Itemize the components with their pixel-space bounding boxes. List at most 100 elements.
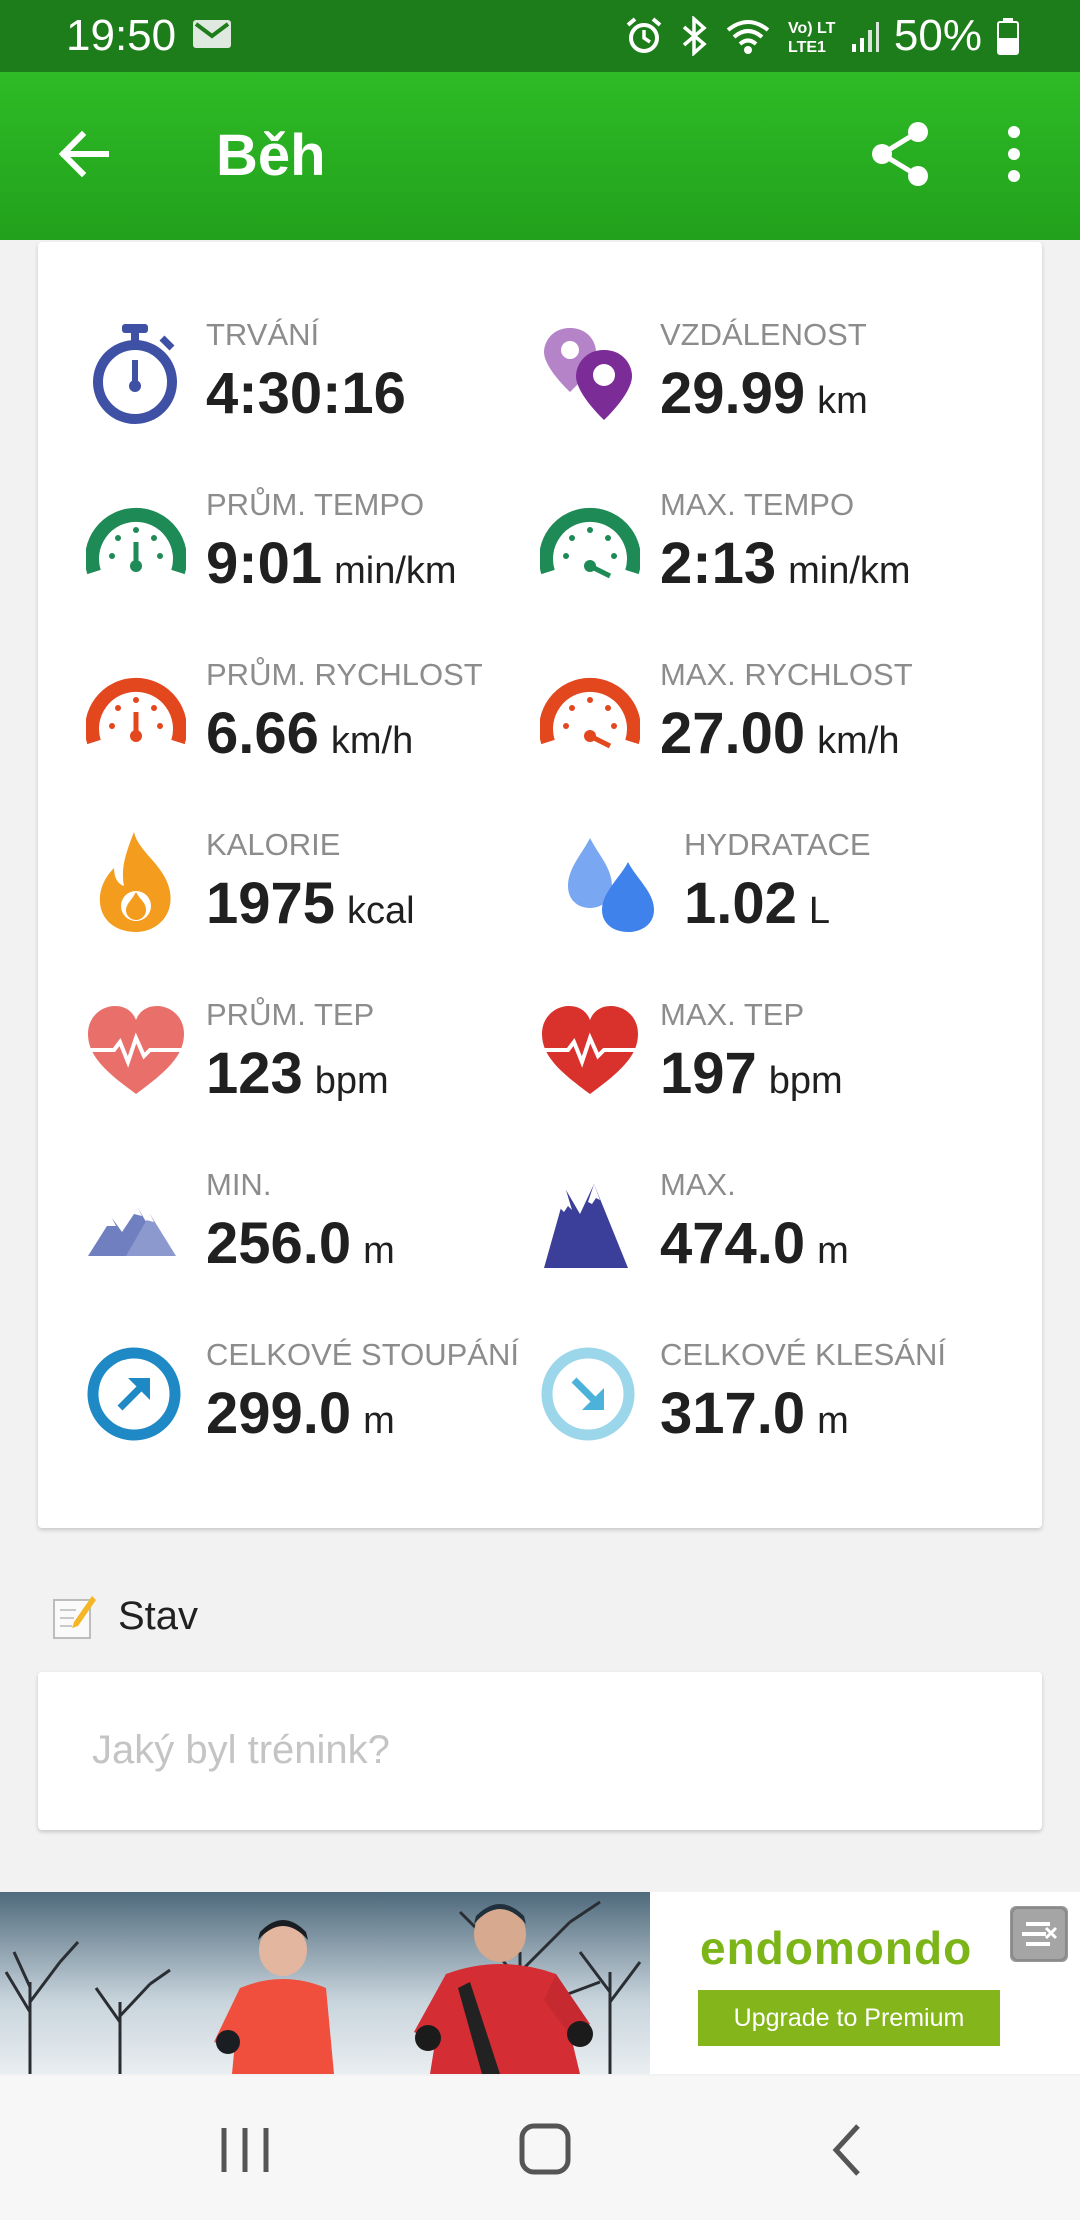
more-vert-icon[interactable]: [994, 118, 1034, 190]
stat-value: 317.0: [660, 1381, 806, 1446]
wifi-icon: [726, 20, 770, 54]
stat-value-row: 317.0 m: [660, 1378, 849, 1457]
stat-value-row: 1975 kcal: [206, 868, 415, 947]
status-time: 19:50: [66, 11, 177, 60]
stat-min-altitude: MIN. 256.0 m: [86, 1166, 556, 1286]
stat-label: MIN.: [206, 1167, 272, 1202]
stat-label: MAX.: [660, 1167, 736, 1202]
stat-avg-speed: PRŮM. RYCHLOST 6.66 km/h: [86, 656, 556, 776]
status-icons: Vo) LTE1 LTE1 50%: [624, 8, 1020, 64]
recent-apps-icon[interactable]: [210, 2118, 280, 2182]
stat-unit: m: [363, 1230, 395, 1272]
stat-avg-pace: PRŮM. TEMPO 9:01 min/km: [86, 486, 556, 606]
upgrade-button[interactable]: Upgrade to Premium: [698, 1990, 1000, 2046]
stat-duration: TRVÁNÍ 4:30:16: [86, 316, 556, 436]
svg-text:LTE1: LTE1: [788, 39, 826, 56]
status-input[interactable]: [62, 1694, 1018, 1806]
home-icon[interactable]: [510, 2118, 580, 2182]
gauge-pace-icon: [86, 507, 186, 575]
flame-icon: [99, 832, 171, 932]
stat-value-row: 197 bpm: [660, 1038, 843, 1117]
stat-label: CELKOVÉ KLESÁNÍ: [660, 1337, 947, 1372]
stat-label: MAX. RYCHLOST: [660, 657, 913, 692]
mountain-high-icon: [544, 1184, 628, 1268]
stat-value: 2:13: [660, 531, 777, 596]
status-bar: 19:50 Vo) LTE1 LTE1: [0, 0, 1080, 72]
heart-rate-max-icon: [542, 1006, 638, 1094]
stat-value-row: 299.0 m: [206, 1378, 395, 1457]
heart-rate-icon: [88, 1006, 184, 1094]
ad-info-icon[interactable]: [1010, 1906, 1068, 1962]
back-arrow-icon[interactable]: [52, 122, 116, 186]
status-title: Stav: [118, 1593, 199, 1638]
location-pins-icon: [544, 328, 632, 420]
svg-text:Vo) LTE1: Vo) LTE1: [788, 20, 836, 37]
stat-unit: km: [817, 380, 868, 422]
status-header: Stav: [52, 1588, 198, 1644]
stat-unit: m: [817, 1400, 849, 1442]
share-icon[interactable]: [864, 118, 936, 190]
stat-value: 197: [660, 1041, 757, 1106]
alarm-icon: [626, 17, 662, 53]
stat-value: 29.99: [660, 361, 806, 426]
ad-banner[interactable]: endomondo Upgrade to Premium: [0, 1892, 1080, 2074]
stat-value: 1975: [206, 871, 336, 936]
stat-unit: min/km: [334, 550, 457, 592]
stat-label: VZDÁLENOST: [660, 317, 867, 352]
stat-max-speed: MAX. RYCHLOST 27.00 km/h: [540, 656, 1010, 776]
page-title: Běh: [216, 123, 326, 188]
stat-value-row: 123 bpm: [206, 1038, 389, 1117]
stat-label: PRŮM. TEMPO: [206, 487, 425, 522]
stat-unit: km/h: [330, 720, 414, 762]
runners-photo: [0, 1892, 650, 2074]
battery-icon: [997, 18, 1019, 55]
stat-unit: L: [808, 890, 831, 932]
stat-value-row: 256.0 m: [206, 1208, 395, 1287]
stat-label: PRŮM. RYCHLOST: [206, 657, 483, 692]
stat-label: CELKOVÉ STOUPÁNÍ: [206, 1337, 519, 1372]
stat-unit: bpm: [314, 1060, 389, 1102]
speedometer-max-icon: [540, 677, 640, 749]
stat-max-heart-rate: MAX. TEP 197 bpm: [540, 996, 1010, 1116]
stat-value-row: 2:13 min/km: [660, 528, 911, 607]
mail-icon: [193, 20, 231, 48]
back-icon[interactable]: [814, 2118, 884, 2182]
signal-icon: [851, 22, 879, 52]
stat-max-altitude: MAX. 474.0 m: [540, 1166, 1010, 1286]
descent-arrow-icon: [541, 1347, 635, 1441]
stat-label: MAX. TEMPO: [660, 487, 855, 522]
stat-value: 27.00: [660, 701, 806, 766]
stat-value: 123: [206, 1041, 303, 1106]
stat-value: 1.02: [684, 871, 797, 936]
stat-value: 4:30:16: [206, 361, 406, 426]
stat-hydration: HYDRATACE 1.02 L: [564, 826, 1034, 946]
stat-unit: km/h: [817, 720, 900, 762]
stat-label: KALORIE: [206, 827, 341, 862]
stat-value: 299.0: [206, 1381, 352, 1446]
stat-value-row: 9:01 min/km: [206, 528, 457, 607]
note-edit-icon: [53, 1596, 96, 1639]
stat-total-descent: CELKOVÉ KLESÁNÍ 317.0 m: [540, 1336, 1010, 1456]
mountain-low-icon: [88, 1208, 176, 1256]
speedometer-icon: [86, 677, 186, 745]
stat-value-row: 4:30:16: [206, 358, 418, 437]
stat-unit: min/km: [788, 550, 911, 592]
stats-card: TRVÁNÍ 4:30:16 VZDÁLENOST 29.99 km: [38, 242, 1042, 1528]
stopwatch-icon: [93, 324, 177, 424]
stat-value-row: 29.99 km: [660, 358, 868, 437]
stat-calories: KALORIE 1975 kcal: [86, 826, 556, 946]
ascent-arrow-icon: [87, 1347, 181, 1441]
stat-value: 9:01: [206, 531, 323, 596]
stat-label: MAX. TEP: [660, 997, 805, 1032]
stat-value: 474.0: [660, 1211, 806, 1276]
stat-label: HYDRATACE: [684, 827, 871, 862]
battery-percent: 50%: [893, 11, 982, 60]
stat-value-row: 27.00 km/h: [660, 698, 900, 777]
stat-unit: kcal: [347, 890, 415, 932]
app-bar: Běh: [0, 72, 1080, 240]
stat-label: PRŮM. TEP: [206, 997, 375, 1032]
stat-total-ascent: CELKOVÉ STOUPÁNÍ 299.0 m: [86, 1336, 556, 1456]
stat-value-row: 6.66 km/h: [206, 698, 413, 777]
stat-value-row: 474.0 m: [660, 1208, 849, 1287]
